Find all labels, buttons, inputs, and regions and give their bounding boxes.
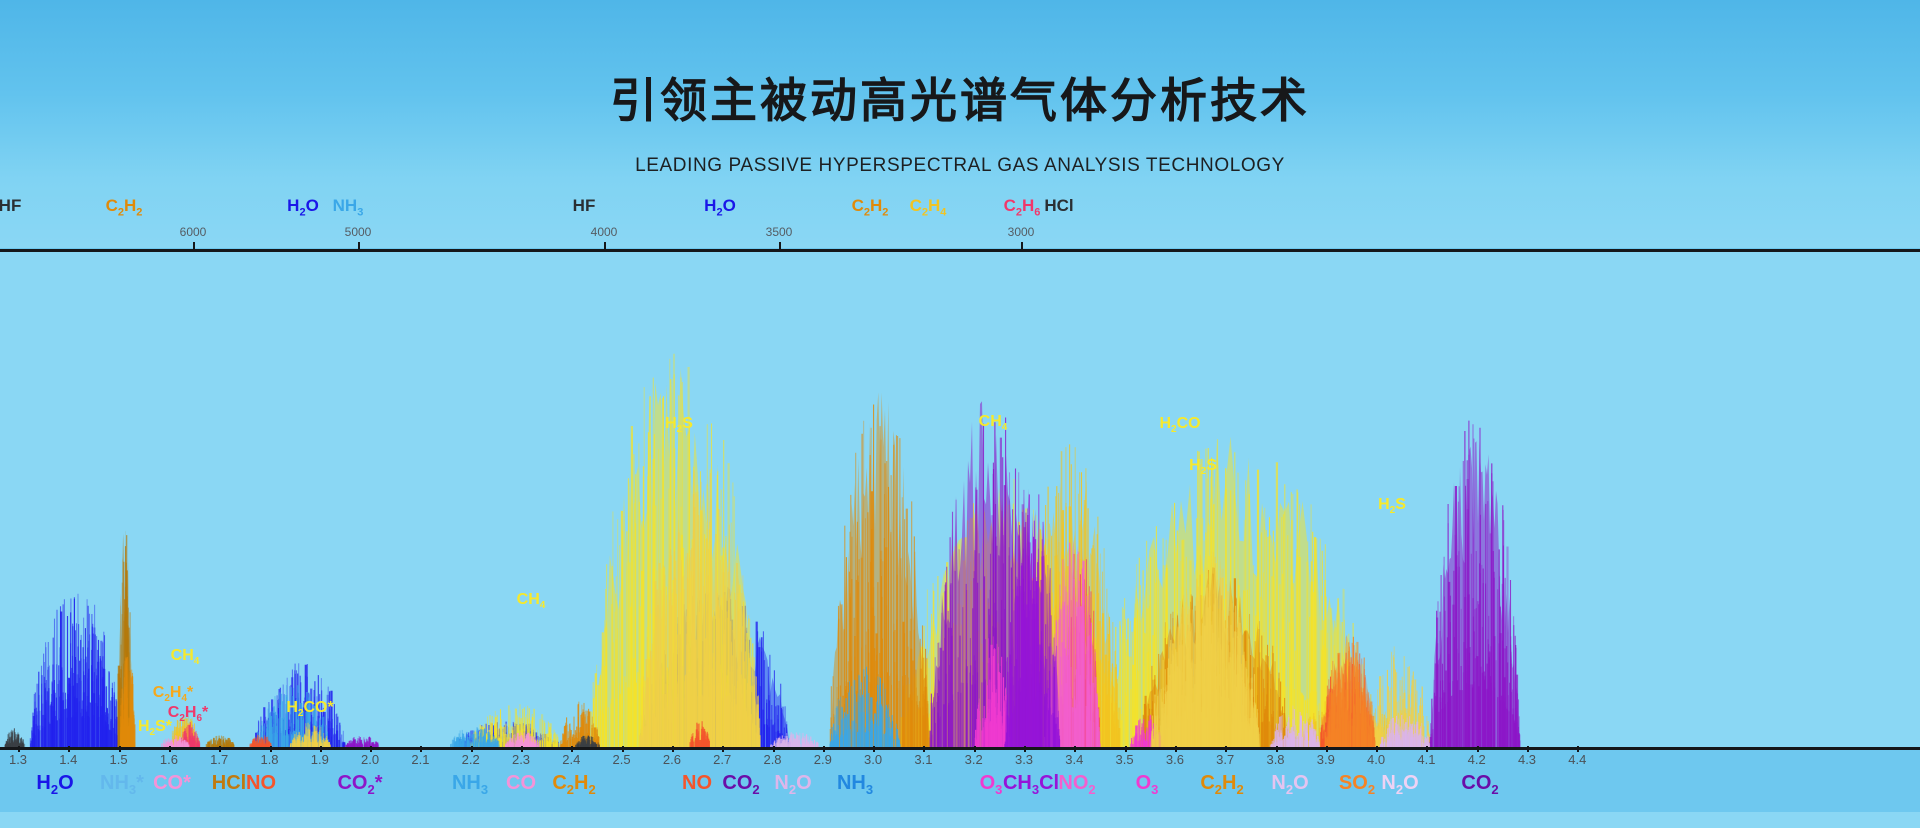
top-tick-mark: [358, 242, 360, 249]
top-tick-mark: [1021, 242, 1023, 249]
top-gas-label: C2H6: [1003, 196, 1041, 219]
spectrum-plot[interactable]: CH4 C2H4* C2H6* H2S* H2CO* CH4 H2S CH4 H2CO H2S H2…: [0, 252, 1920, 747]
top-gas-label: H2O: [287, 196, 319, 219]
page-subtitle: LEADING PASSIVE HYPERSPECTRAL GAS ANALYS…: [635, 155, 1285, 176]
top-tick-label: 5000: [344, 225, 372, 239]
top-tick-mark: [193, 242, 195, 249]
top-gas-label: NH3: [332, 196, 364, 219]
top-tick-mark: [604, 242, 606, 249]
spectrum-canvas: [4, 353, 1521, 747]
top-tick-label: 3500: [765, 225, 793, 239]
top-gas-label: C2H2: [105, 196, 143, 219]
top-tick-label: 4000: [590, 225, 618, 239]
top-gas-label: HF: [572, 196, 596, 215]
top-tick-label: 6000: [179, 225, 207, 239]
spectrum-series-HCl: [117, 530, 235, 747]
top-gas-label: H2O: [704, 196, 736, 219]
top-gas-annotations: HF C2H2 H2O NH3 HF H2O C2H2 C2H4 C2H6 HCl: [0, 196, 1920, 226]
top-gas-label: C2H4: [909, 196, 947, 219]
header-banner: 引领主被动高光谱气体分析技术 LEADING PASSIVE HYPERSPEC…: [0, 0, 1920, 248]
top-gas-label: HCl: [1044, 196, 1074, 215]
page-title: 引领主被动高光谱气体分析技术: [610, 74, 1310, 129]
top-gas-label: HF: [0, 196, 22, 215]
top-axis-ticks: 6000 5000 4000 3500 3000: [0, 225, 1920, 249]
top-axis-line: [0, 249, 1920, 252]
top-tick-mark: [779, 242, 781, 249]
top-tick-label: 3000: [1007, 225, 1035, 239]
top-gas-label: C2H2: [851, 196, 889, 219]
